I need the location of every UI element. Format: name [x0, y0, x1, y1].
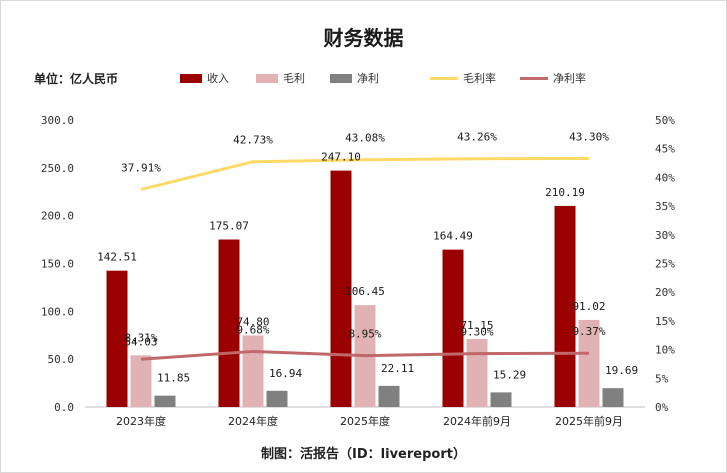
legend-label-net-margin: 净利率 [553, 72, 586, 85]
data-label-gross-profit: 74.80 [236, 315, 269, 328]
data-label-net-margin: 9.37% [572, 325, 605, 338]
bar-gross-profit [578, 319, 600, 407]
y-left-tick-label: 100.0 [41, 305, 74, 318]
bar-net-profit [490, 392, 512, 407]
data-label-net-margin: 8.95% [348, 328, 381, 341]
x-category-label: 2025年前9月 [555, 414, 623, 428]
y-left-tick-label: 200.0 [41, 210, 74, 223]
bar-gross-profit [466, 338, 488, 407]
data-label-net-profit: 15.29 [493, 368, 526, 381]
y-left-tick-label: 300.0 [41, 114, 74, 127]
x-category-label: 2024年前9月 [443, 414, 511, 428]
legend-swatch-revenue [180, 73, 202, 83]
bar-revenue [554, 205, 576, 407]
data-label-net-margin: 9.68% [236, 323, 269, 336]
y-left-tick-label: 250.0 [41, 162, 74, 175]
data-label-net-profit: 22.11 [381, 362, 414, 375]
x-category-label: 2023年度 [116, 414, 166, 428]
data-label-gross-profit: 106.45 [345, 285, 385, 298]
legend-swatch-gross-profit [256, 73, 278, 83]
y-right-tick-label: 15% [655, 315, 675, 328]
bar-revenue [106, 270, 128, 407]
legend-label-gross-profit: 毛利 [283, 72, 305, 85]
y-right-tick-label: 40% [655, 171, 675, 184]
legend-item-net-margin: 净利率 [520, 70, 586, 86]
y-left-tick-label: 0.0 [54, 401, 74, 414]
data-label-gross-margin: 43.26% [457, 131, 497, 144]
data-label-net-margin: 9.30% [460, 326, 493, 339]
bar-net-profit [266, 390, 288, 407]
y-right-tick-label: 20% [655, 286, 675, 299]
data-label-revenue: 164.49 [433, 230, 473, 243]
legend-line-gross-margin [430, 76, 458, 80]
data-label-revenue: 247.10 [321, 151, 361, 164]
bar-net-profit [378, 385, 400, 407]
legend-item-revenue: 收入 [180, 70, 229, 86]
bar-net-profit [154, 395, 176, 407]
bar-revenue [330, 170, 352, 407]
data-label-revenue: 175.07 [209, 220, 249, 233]
chart-title: 财务数据 [323, 26, 404, 50]
x-category-label: 2025年度 [340, 414, 390, 428]
data-label-gross-profit: 71.15 [460, 319, 493, 332]
data-label-gross-profit: 91.02 [572, 300, 605, 313]
line-gross-margin [140, 156, 590, 191]
y-right-tick-label: 0% [655, 401, 669, 414]
bar-gross-profit [130, 355, 152, 407]
legend-swatch-net-profit [330, 73, 352, 83]
y-left-tick-label: 50.0 [48, 353, 75, 366]
data-label-gross-margin: 43.08% [345, 132, 385, 145]
data-label-revenue: 210.19 [545, 186, 585, 199]
legend-label-revenue: 收入 [207, 72, 229, 85]
legend-label-net-profit: 净利 [357, 72, 379, 85]
legend-label-gross-margin: 毛利率 [463, 72, 496, 85]
y-left-tick-label: 150.0 [41, 258, 74, 271]
y-right-tick-label: 30% [655, 229, 675, 242]
bar-revenue [218, 239, 240, 407]
data-label-revenue: 142.51 [97, 251, 137, 264]
y-right-tick-label: 45% [655, 143, 675, 156]
y-right-tick-label: 5% [655, 372, 669, 385]
y-right-tick-label: 50% [655, 114, 675, 127]
bar-revenue [442, 249, 464, 407]
y-right-tick-label: 10% [655, 344, 675, 357]
data-label-gross-profit: 54.03 [124, 335, 157, 348]
y-right-tick-label: 25% [655, 258, 675, 271]
source-label: 制图：活报告（ID：livereport） [261, 447, 466, 462]
data-label-net-profit: 11.85 [157, 372, 190, 385]
data-label-gross-margin: 37.91% [121, 161, 161, 174]
data-label-gross-margin: 42.73% [233, 134, 273, 147]
data-label-net-profit: 19.69 [605, 364, 638, 377]
legend-item-gross-margin: 毛利率 [430, 70, 496, 86]
data-label-net-profit: 16.94 [269, 367, 302, 380]
legend-item-net-profit: 净利 [330, 70, 379, 86]
legend-line-net-margin [520, 76, 548, 80]
legend-item-gross-profit: 毛利 [256, 70, 305, 86]
line-net-margin [140, 349, 590, 361]
x-category-label: 2024年度 [228, 414, 278, 428]
bar-net-profit [602, 388, 624, 407]
unit-label: 单位：亿人民币 [34, 72, 119, 86]
data-label-gross-margin: 43.30% [569, 130, 609, 143]
data-label-net-margin: 8.31% [124, 331, 157, 344]
bar-gross-profit [242, 335, 264, 407]
y-right-tick-label: 35% [655, 200, 675, 213]
